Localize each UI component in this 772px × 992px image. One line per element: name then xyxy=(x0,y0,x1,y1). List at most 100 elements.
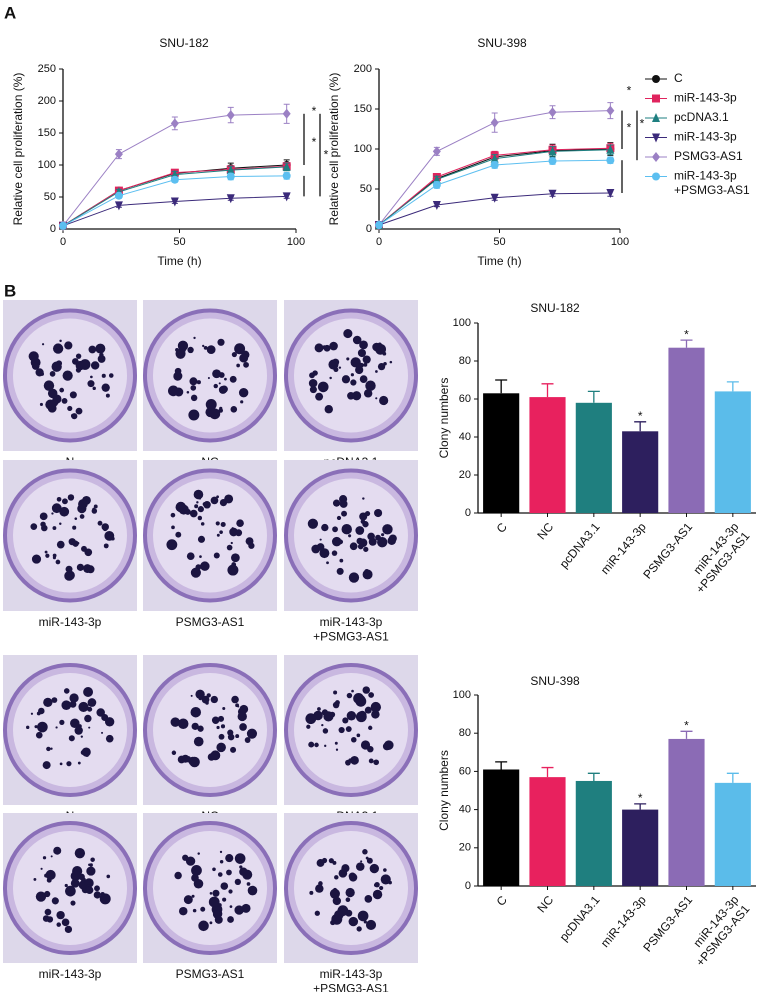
colony xyxy=(228,889,233,894)
colony xyxy=(321,523,329,532)
point xyxy=(606,144,615,154)
point xyxy=(432,174,441,184)
colony xyxy=(366,857,373,864)
x-tick-label: 50 xyxy=(493,236,505,248)
colony xyxy=(231,695,239,704)
colony xyxy=(59,522,62,526)
colony xyxy=(362,355,371,364)
colony xyxy=(70,413,76,418)
colony xyxy=(171,525,175,530)
colony xyxy=(55,559,61,565)
colony xyxy=(69,693,79,703)
colony xyxy=(226,869,232,876)
colony xyxy=(229,375,237,383)
colony xyxy=(90,375,93,379)
colony xyxy=(210,496,219,505)
colony xyxy=(362,497,365,500)
colony xyxy=(175,347,179,352)
colony xyxy=(191,894,195,898)
colony xyxy=(185,856,196,866)
colony xyxy=(226,544,233,551)
colony xyxy=(43,697,53,708)
colony xyxy=(346,692,353,699)
colony xyxy=(369,863,379,874)
colony xyxy=(192,908,197,913)
colony xyxy=(59,762,63,766)
colony xyxy=(368,758,374,764)
colony xyxy=(316,543,325,551)
colony xyxy=(214,915,223,924)
colony xyxy=(186,390,190,394)
colony xyxy=(216,725,220,730)
colony xyxy=(75,353,82,359)
colony xyxy=(85,753,89,757)
significance: * xyxy=(638,791,643,805)
colony xyxy=(355,711,367,723)
y-tick-label: 0 xyxy=(465,880,471,892)
colony xyxy=(69,391,77,399)
colony xyxy=(220,521,226,528)
colony xyxy=(306,724,311,729)
colony xyxy=(186,552,195,561)
colony xyxy=(218,372,225,378)
colony xyxy=(34,725,38,729)
colony xyxy=(51,512,54,515)
colony xyxy=(171,750,177,755)
colony xyxy=(197,515,203,521)
colony xyxy=(383,868,387,872)
colony xyxy=(336,515,342,521)
colony xyxy=(352,335,362,345)
colony xyxy=(105,734,114,743)
colony xyxy=(35,731,43,739)
colony xyxy=(246,728,258,739)
error-bar xyxy=(495,379,508,394)
chart-title: SNU-398 xyxy=(477,36,527,50)
colony xyxy=(345,864,348,868)
colony xyxy=(52,556,56,560)
colony xyxy=(324,405,333,414)
colony xyxy=(362,686,370,694)
y-tick-label: 60 xyxy=(459,765,471,777)
colony xyxy=(196,380,201,385)
y-tick-label: 150 xyxy=(38,127,56,139)
colony xyxy=(351,391,362,401)
colony xyxy=(70,900,76,906)
significance: * xyxy=(638,409,643,423)
y-tick-label: 100 xyxy=(453,689,471,701)
point xyxy=(490,193,499,203)
colony xyxy=(61,700,72,711)
x-axis-label: Time (h) xyxy=(477,254,521,268)
colony xyxy=(65,885,76,897)
colony xyxy=(239,865,243,869)
colony xyxy=(339,500,348,508)
colony xyxy=(78,701,89,713)
colony xyxy=(389,360,393,364)
colony xyxy=(178,718,189,729)
colony xyxy=(219,530,223,534)
colony xyxy=(355,862,365,871)
colony xyxy=(375,370,378,373)
colony xyxy=(350,357,361,368)
colony xyxy=(170,717,181,727)
colony xyxy=(350,756,359,765)
colony xyxy=(248,542,255,549)
colony xyxy=(199,555,202,558)
colony xyxy=(44,550,48,554)
colony xyxy=(84,714,92,723)
colony xyxy=(70,878,80,888)
colony xyxy=(203,345,208,350)
error-bar xyxy=(726,381,739,392)
colony xyxy=(202,344,205,348)
colony xyxy=(367,532,375,541)
bar xyxy=(622,809,659,886)
colony xyxy=(331,550,338,556)
panel-label: A xyxy=(4,3,16,22)
colony xyxy=(101,713,109,721)
colony xyxy=(216,742,226,753)
point xyxy=(652,113,660,122)
colony xyxy=(59,506,70,517)
colony xyxy=(93,891,102,899)
point xyxy=(548,189,557,199)
y-tick-label: 100 xyxy=(354,143,372,155)
colony xyxy=(353,693,365,704)
